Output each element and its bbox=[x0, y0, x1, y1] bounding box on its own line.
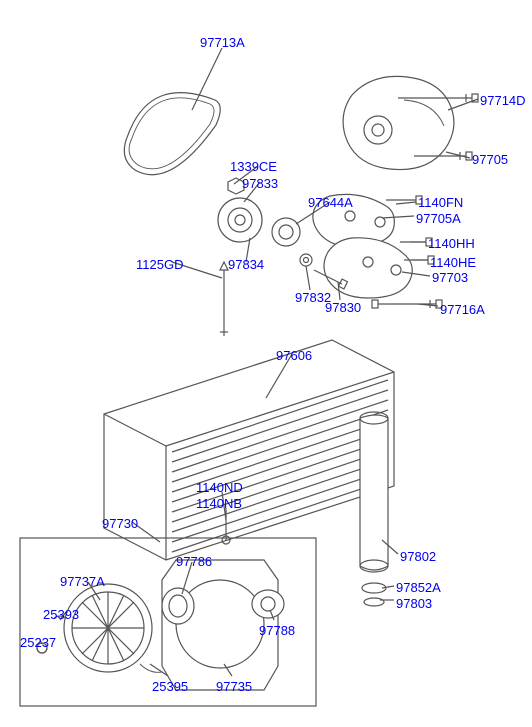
partnum-97834[interactable]: 97834 bbox=[228, 257, 264, 272]
partnum-97730[interactable]: 97730 bbox=[102, 516, 138, 531]
partnum-97788[interactable]: 97788 bbox=[259, 623, 295, 638]
partnum-97802[interactable]: 97802 bbox=[400, 549, 436, 564]
partnum-97833[interactable]: 97833 bbox=[242, 176, 278, 191]
partnum-97852A[interactable]: 97852A bbox=[396, 580, 441, 595]
partnum-1125GD[interactable]: 1125GD bbox=[136, 257, 183, 272]
partnum-97703[interactable]: 97703 bbox=[432, 270, 468, 285]
partnum-97786[interactable]: 97786 bbox=[176, 554, 212, 569]
partnum-1140FN[interactable]: 1140FN bbox=[418, 195, 463, 210]
partnum-97735[interactable]: 97735 bbox=[216, 679, 252, 694]
partnum-97830[interactable]: 97830 bbox=[325, 300, 361, 315]
partnum-97644A[interactable]: 97644A bbox=[308, 195, 353, 210]
partnum-97714D[interactable]: 97714D bbox=[480, 93, 526, 108]
partnum-25395[interactable]: 25395 bbox=[152, 679, 188, 694]
partnum-1140ND[interactable]: 1140ND bbox=[196, 480, 243, 495]
partnum-97803[interactable]: 97803 bbox=[396, 596, 432, 611]
partnum-97606[interactable]: 97606 bbox=[276, 348, 312, 363]
partnum-97716A[interactable]: 97716A bbox=[440, 302, 485, 317]
partnum-1339CE[interactable]: 1339CE bbox=[230, 159, 277, 174]
partnum-97705[interactable]: 97705 bbox=[472, 152, 508, 167]
partnum-1140NB[interactable]: 1140NB bbox=[196, 496, 242, 511]
partnum-1140HH[interactable]: 1140HH bbox=[428, 236, 475, 251]
partnum-97713A[interactable]: 97713A bbox=[200, 35, 245, 50]
partnum-25393[interactable]: 25393 bbox=[43, 607, 79, 622]
partnum-1140HE[interactable]: 1140HE bbox=[430, 255, 476, 270]
partnum-97705A[interactable]: 97705A bbox=[416, 211, 461, 226]
partnum-97737A[interactable]: 97737A bbox=[60, 574, 105, 589]
partnum-25237[interactable]: 25237 bbox=[20, 635, 56, 650]
